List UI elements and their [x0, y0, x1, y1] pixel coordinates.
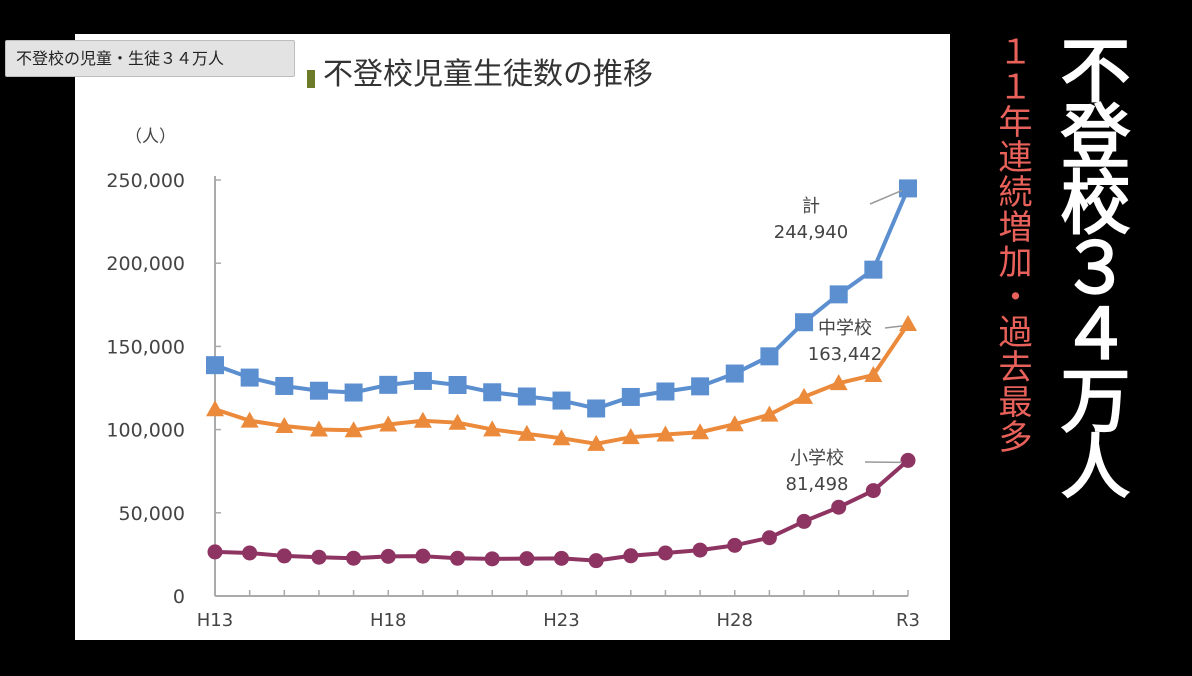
data-point-circle [519, 551, 535, 567]
data-point-triangle [899, 315, 917, 332]
x-tick-label: R3 [896, 610, 920, 631]
series-label: 計 [802, 196, 820, 217]
data-point-triangle [206, 400, 224, 417]
data-point-circle [380, 548, 396, 564]
x-tick-label: H23 [543, 610, 579, 631]
video-title-tooltip: 不登校の児童・生徒３４万人 [5, 40, 295, 77]
data-point-triangle [725, 415, 744, 432]
data-point-square [795, 313, 814, 332]
chart-panel: 不登校児童生徒数の推移 （人） 0 50,000 100,000 150,000 200… [75, 34, 950, 640]
data-point-triangle [240, 411, 259, 428]
data-point-square [725, 364, 744, 383]
data-point-square [483, 383, 502, 402]
data-point-triangle [795, 387, 814, 404]
data-point-square [621, 387, 640, 406]
data-point-triangle [379, 415, 398, 432]
y-tick-label: 0 [173, 586, 185, 608]
data-point-circle [623, 548, 639, 564]
data-point-square [379, 375, 398, 394]
data-point-triangle [760, 405, 779, 422]
data-point-triangle [621, 428, 640, 445]
data-point-square [656, 382, 675, 401]
data-point-triangle [309, 420, 328, 437]
y-tick-label: 250,000 [106, 170, 185, 192]
y-tick-label: 50,000 [119, 503, 185, 525]
x-tick-label: H13 [197, 610, 233, 631]
data-point-square [899, 179, 917, 198]
data-point-circle [207, 544, 223, 560]
data-point-triangle [552, 429, 571, 446]
data-point-square [552, 391, 571, 410]
data-point-circle [554, 550, 569, 566]
data-point-circle [657, 545, 673, 561]
data-point-circle [242, 545, 258, 561]
data-point-circle [311, 549, 327, 565]
y-tick-label: 200,000 [106, 253, 185, 275]
x-tick-label: H18 [370, 610, 406, 631]
data-point-circle [276, 548, 292, 564]
data-point-circle [588, 553, 604, 569]
data-point-square [309, 381, 328, 400]
series-end-value-label: 244,940 [774, 222, 848, 243]
chart-title: 不登校児童生徒数の推移 [323, 57, 653, 92]
y-tick-label: 150,000 [106, 336, 185, 358]
data-point-triangle [587, 434, 606, 451]
data-point-circle [692, 542, 708, 558]
data-point-circle [727, 537, 743, 553]
data-point-triangle [483, 420, 502, 437]
data-point-square [587, 399, 606, 418]
data-point-triangle [691, 423, 710, 440]
data-point-square [448, 375, 467, 394]
series-label: 中学校 [818, 318, 872, 339]
data-point-circle [415, 548, 431, 564]
data-point-circle [450, 550, 466, 566]
data-point-square [829, 285, 848, 304]
data-point-triangle [829, 374, 848, 391]
data-point-circle [484, 551, 500, 567]
y-axis-unit: （人） [125, 127, 176, 147]
line-chart: 不登校児童生徒数の推移 （人） 0 50,000 100,000 150,000 200… [106, 57, 920, 631]
data-point-triangle [517, 424, 536, 441]
data-point-triangle [864, 366, 883, 383]
data-point-square [206, 356, 224, 375]
data-point-circle [346, 550, 362, 566]
data-point-square [517, 387, 536, 406]
data-point-circle [900, 452, 916, 468]
data-point-square [691, 377, 710, 396]
headline-caption: 不登校３４万人 [1049, 34, 1131, 496]
data-point-square [864, 260, 883, 279]
data-point-circle [831, 499, 847, 515]
data-point-square [344, 383, 363, 402]
data-point-square [760, 347, 779, 366]
subheadline-caption: １１年連続増加・過去最多 [992, 34, 1032, 454]
annotation-leader-line [869, 189, 903, 205]
data-point-triangle [275, 417, 294, 434]
y-tick-label: 100,000 [106, 420, 185, 442]
data-point-square [413, 371, 432, 390]
data-point-triangle [413, 411, 432, 428]
data-point-circle [796, 513, 812, 529]
data-point-triangle [344, 421, 363, 438]
series-end-value-label: 81,498 [786, 474, 849, 495]
annotation-leader-line [884, 325, 903, 329]
series-end-value-label: 163,442 [808, 344, 882, 365]
data-point-square [275, 376, 294, 395]
data-point-square [240, 368, 259, 387]
data-point-triangle [656, 425, 675, 442]
data-point-circle [761, 530, 777, 546]
data-point-circle [865, 483, 881, 499]
x-tick-label: H28 [717, 610, 753, 631]
title-marker [307, 70, 315, 88]
data-point-triangle [448, 413, 467, 430]
series-label: 小学校 [790, 448, 844, 469]
